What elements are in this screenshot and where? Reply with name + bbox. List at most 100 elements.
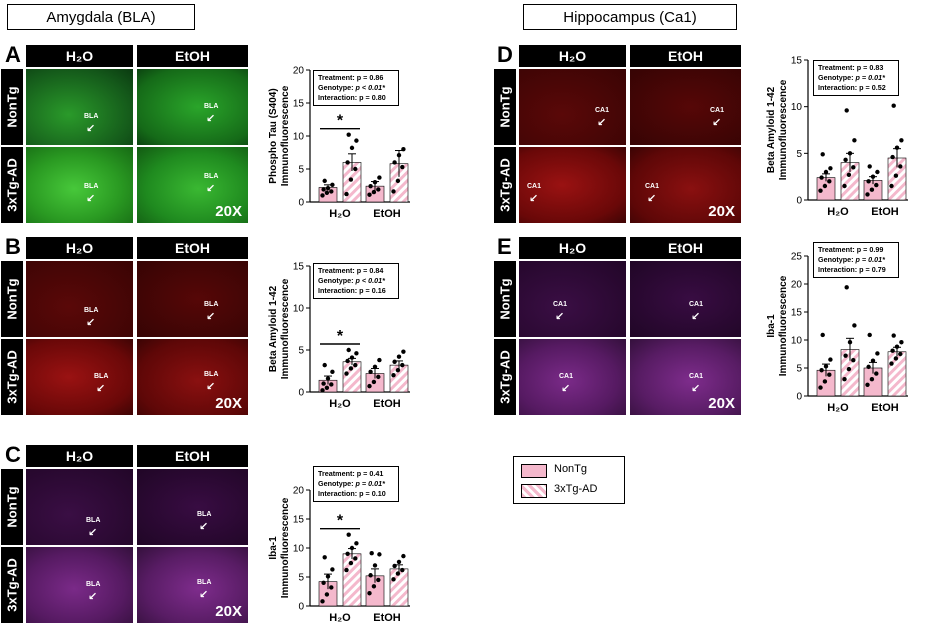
data-point xyxy=(843,353,848,358)
roi-label: CA1 xyxy=(559,373,574,380)
arrow-icon: ↙ xyxy=(88,527,98,539)
data-point xyxy=(875,351,880,356)
data-point xyxy=(330,182,335,188)
roi-label: CA1 xyxy=(689,373,704,380)
arrow-icon: ↙ xyxy=(647,193,657,205)
roi-label: CA1 xyxy=(527,183,542,190)
roi-label: BLA xyxy=(84,113,99,120)
data-point xyxy=(367,591,372,596)
data-point xyxy=(368,183,373,189)
data-point xyxy=(354,351,359,356)
stats-genotype: Genotype: p < 0.01* xyxy=(318,83,385,92)
data-point xyxy=(344,371,349,376)
data-point xyxy=(865,192,870,197)
x-tick-label: H₂O xyxy=(329,208,351,220)
arrow-icon: ↙ xyxy=(88,591,98,603)
data-point xyxy=(846,172,852,177)
data-point xyxy=(349,545,355,551)
arrow-icon: ↙ xyxy=(206,311,216,323)
data-point xyxy=(898,351,903,357)
data-point xyxy=(870,358,876,363)
arrow-icon: ↙ xyxy=(691,383,701,395)
data-point xyxy=(348,177,354,182)
stats-genotype: Genotype: p = 0.01* xyxy=(818,255,885,264)
micrograph-d-nontg-h2o: CA1 ↙ xyxy=(519,69,626,145)
data-point xyxy=(851,165,856,170)
arrow-icon: ↙ xyxy=(691,311,701,323)
data-point xyxy=(400,164,405,170)
y-tick-label: 0 xyxy=(796,196,802,207)
row-header-tg: 3xTg-AD xyxy=(494,147,516,223)
data-point xyxy=(391,373,396,378)
data-point xyxy=(396,559,402,565)
data-point xyxy=(349,355,355,360)
column-header-h2o: H₂O xyxy=(26,45,133,67)
data-point xyxy=(346,132,351,137)
data-point xyxy=(392,160,397,165)
data-point xyxy=(870,174,876,179)
y-tick-label: 10 xyxy=(293,544,305,555)
magnification-label: 20X xyxy=(215,603,242,620)
data-point xyxy=(396,354,402,359)
data-point xyxy=(819,175,824,180)
data-point xyxy=(842,183,847,189)
data-point xyxy=(400,567,405,573)
data-point xyxy=(320,193,325,198)
data-point xyxy=(820,152,825,157)
micrograph-a-tg-h2o: BLA ↙ xyxy=(26,147,133,223)
micrograph-c-tg-etoh: BLA ↙ 20X xyxy=(137,547,248,623)
data-point xyxy=(329,585,334,590)
data-point xyxy=(890,348,895,353)
x-tick-label: H₂O xyxy=(329,612,351,624)
arrow-icon: ↙ xyxy=(199,521,209,533)
data-point xyxy=(329,382,334,387)
magnification-label: 20X xyxy=(215,395,242,412)
y-tick-label: 20 xyxy=(791,280,803,291)
arrow-icon: ↙ xyxy=(597,117,607,129)
chart-e: 0 5 10 15 20 25 Iba-1Immunofluorescence H₂O EtOH xyxy=(710,246,920,423)
roi-label: BLA xyxy=(204,103,219,110)
data-point xyxy=(844,108,849,113)
amygdala-title: Amygdala (BLA) xyxy=(7,4,195,30)
arrow-icon: ↙ xyxy=(206,381,216,393)
y-tick-label: 15 xyxy=(293,262,305,273)
panel-letter-c: C xyxy=(5,442,21,467)
arrow-icon: ↙ xyxy=(96,383,106,395)
data-point xyxy=(828,357,833,362)
data-point xyxy=(330,567,335,572)
y-tick-label: 0 xyxy=(796,392,802,403)
arrow-icon: ↙ xyxy=(86,123,96,135)
panel-letter-b: B xyxy=(5,234,21,259)
x-tick-label: EtOH xyxy=(871,402,899,414)
row-header-nontg: NonTg xyxy=(494,69,516,145)
arrow-icon: ↙ xyxy=(199,589,209,601)
y-axis-label: Beta Amyloid 1-42Immunofluorescence xyxy=(766,79,789,180)
stats-box-d: Treatment: p = 0.83 Genotype: p = 0.01* In… xyxy=(813,60,899,96)
data-point xyxy=(820,332,825,338)
arrow-icon: ↙ xyxy=(555,311,565,323)
stats-treatment: Treatment: p = 0.83 xyxy=(818,63,884,72)
data-point xyxy=(874,371,879,376)
micrograph-d-nontg-etoh: CA1 ↙ xyxy=(630,69,741,145)
stats-box-c: Treatment: p = 0.41 Genotype: p = 0.01* In… xyxy=(313,466,399,502)
data-point xyxy=(324,592,330,597)
micrograph-e-nontg-etoh: CA1 ↙ xyxy=(630,261,741,337)
data-point xyxy=(329,189,334,194)
y-axis-label: Phospho Tau (S404)Immunofluorescence xyxy=(268,85,291,186)
arrow-icon: ↙ xyxy=(206,183,216,195)
micrograph-d-tg-etoh: CA1 ↙ 20X xyxy=(630,147,741,223)
data-point xyxy=(852,323,857,328)
micrograph-d-tg-h2o: CA1 ↙ xyxy=(519,147,626,223)
data-point xyxy=(369,551,374,556)
data-point xyxy=(818,385,823,390)
data-point xyxy=(376,374,381,380)
data-point xyxy=(819,368,824,373)
y-tick-label: 15 xyxy=(791,308,803,319)
micrograph-b-nontg-h2o: BLA ↙ xyxy=(26,261,133,337)
micrograph-c-nontg-etoh: BLA ↙ xyxy=(137,469,248,545)
stats-box-e: Treatment: p = 0.99 Genotype: p = 0.01* In… xyxy=(813,242,899,278)
micrograph-a-nontg-etoh: BLA ↙ xyxy=(137,69,248,145)
data-point xyxy=(395,178,401,184)
data-point xyxy=(869,187,875,192)
